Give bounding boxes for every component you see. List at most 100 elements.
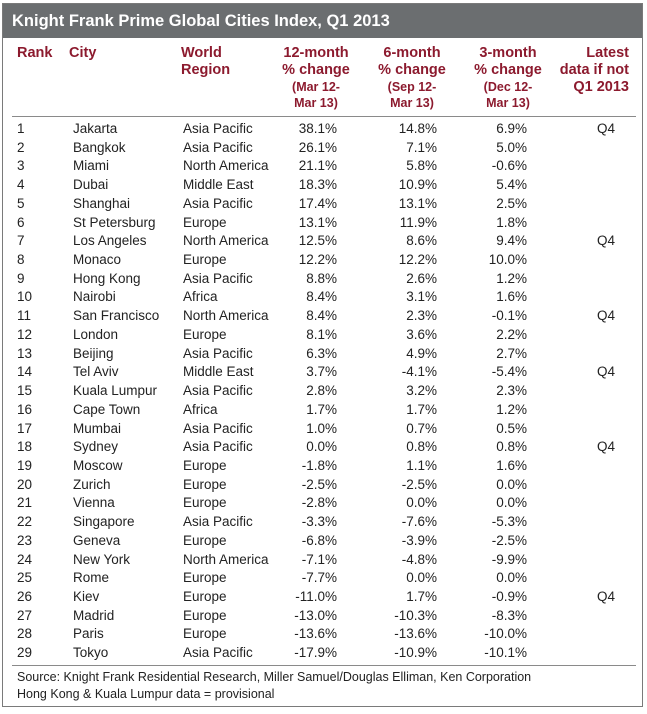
change-3m-cell: 1.2%	[496, 270, 527, 286]
change-3m-cell: 1.6%	[496, 457, 527, 473]
city-cell: Tel Aviv	[73, 364, 119, 380]
city-cell: Shanghai	[73, 195, 131, 211]
city-cell: Vienna	[73, 495, 115, 511]
change-6m-cell: -13.6%	[394, 626, 437, 642]
table-row: 13 Beijing Asia Pacific 6.3% 4.9% 2.7%	[3, 345, 642, 364]
change-12m-cell: 12.2%	[298, 252, 337, 268]
region-cell: Africa	[183, 401, 218, 417]
rank-cell: 8	[17, 252, 25, 268]
change-12m-cell: 8.4%	[306, 308, 337, 324]
table-row: 22 Singapore Asia Pacific -3.3% -7.6% -5.3%	[3, 513, 642, 532]
header-12-month: 12-month % change (Mar 12- Mar 13)	[271, 45, 361, 111]
change-12m-cell: 1.0%	[306, 420, 337, 436]
change-12m-cell: 2.8%	[306, 383, 337, 399]
header-6-month-line2: % change	[378, 62, 446, 78]
rank-cell: 11	[17, 308, 32, 324]
region-cell: Europe	[183, 626, 227, 642]
header-latest: Latest data if not Q1 2013	[543, 45, 629, 96]
table-title: Knight Frank Prime Global Cities Index, …	[3, 4, 642, 38]
region-cell: Asia Pacific	[183, 270, 253, 286]
region-cell: Europe	[183, 214, 227, 230]
change-6m-cell: 5.8%	[406, 158, 437, 174]
city-cell: Singapore	[73, 514, 135, 530]
change-3m-cell: -8.3%	[491, 607, 527, 623]
change-3m-cell: 2.3%	[496, 383, 527, 399]
region-cell: Asia Pacific	[183, 439, 253, 455]
latest-data-cell: Q4	[596, 308, 615, 324]
city-cell: Dubai	[73, 177, 109, 193]
change-12m-cell: -13.0%	[294, 607, 337, 623]
city-cell: Jakarta	[73, 121, 118, 136]
rank-cell: 10	[17, 289, 33, 305]
header-12-month-line2: % change	[282, 62, 350, 78]
table-row: 10 Nairobi Africa 8.4% 3.1% 1.6%	[3, 288, 642, 307]
change-12m-cell: -2.8%	[301, 495, 337, 511]
change-12m-cell: -6.8%	[301, 532, 337, 548]
change-6m-cell: 0.0%	[406, 570, 437, 586]
table-row: 6 St Petersburg Europe 13.1% 11.9% 1.8%	[3, 214, 642, 233]
change-3m-cell: -5.3%	[491, 514, 527, 530]
rank-cell: 19	[17, 457, 33, 473]
rank-cell: 9	[17, 270, 25, 286]
region-cell: Asia Pacific	[183, 514, 253, 530]
rank-cell: 7	[17, 233, 25, 249]
rank-cell: 12	[17, 326, 33, 342]
rank-cell: 25	[17, 570, 33, 586]
header-3-month: 3-month % change (Dec 12- Mar 13)	[463, 45, 553, 111]
change-3m-cell: 5.4%	[496, 177, 527, 193]
city-cell: Paris	[73, 626, 104, 642]
latest-data-cell: Q4	[596, 364, 615, 380]
rank-cell: 21	[17, 495, 33, 511]
change-3m-cell: -10.1%	[484, 645, 527, 661]
change-3m-cell: 10.0%	[488, 252, 527, 268]
change-3m-cell: 0.0%	[496, 570, 527, 586]
table-row: 17 Mumbai Asia Pacific 1.0% 0.7% 0.5%	[3, 420, 642, 439]
table-row: 29 Tokyo Asia Pacific -17.9% -10.9% -10.1%	[3, 644, 642, 663]
region-cell: Europe	[183, 252, 227, 268]
change-12m-cell: 17.4%	[298, 195, 337, 211]
table-row: 27 Madrid Europe -13.0% -10.3% -8.3%	[3, 607, 642, 626]
city-cell: Moscow	[73, 457, 123, 473]
region-cell: North America	[183, 551, 269, 567]
change-6m-cell: 0.0%	[406, 495, 437, 511]
change-12m-cell: -7.7%	[301, 570, 337, 586]
table-row: 8 Monaco Europe 12.2% 12.2% 10.0%	[3, 251, 642, 270]
table-row: 23 Geneva Europe -6.8% -3.9% -2.5%	[3, 532, 642, 551]
header-3-month-line1: 3-month	[479, 45, 537, 61]
region-cell: Middle East	[183, 177, 254, 193]
rank-cell: 24	[17, 551, 33, 567]
change-6m-cell: 11.9%	[399, 214, 437, 230]
region-cell: Asia Pacific	[183, 345, 253, 361]
header-6-month-line1: 6-month	[383, 45, 441, 61]
table-row: 18 Sydney Asia Pacific 0.0% 0.8% 0.8% Q4	[3, 438, 642, 457]
change-3m-cell: -5.4%	[491, 364, 527, 380]
table-row: 11 San Francisco North America 8.4% 2.3% -0.1…	[3, 307, 642, 326]
source-note: Source: Knight Frank Residential Researc…	[17, 670, 532, 684]
change-3m-cell: -9.9%	[491, 551, 527, 567]
table-row: 3 Miami North America 21.1% 5.8% -0.6%	[3, 157, 642, 176]
city-cell: Beijing	[73, 345, 114, 361]
rank-cell: 17	[17, 420, 33, 436]
change-6m-cell: 0.7%	[406, 420, 437, 436]
table-row: 26 Kiev Europe -11.0% 1.7% -0.9% Q4	[3, 588, 642, 607]
change-3m-cell: -10.0%	[484, 626, 527, 642]
city-cell: Los Angeles	[73, 233, 147, 249]
rank-cell: 20	[17, 476, 33, 492]
city-cell: Geneva	[73, 532, 121, 548]
city-cell: London	[73, 326, 119, 342]
latest-data-cell: Q4	[596, 589, 615, 604]
change-12m-cell: 13.1%	[298, 214, 337, 230]
header-rule	[12, 116, 636, 117]
change-6m-cell: -10.9%	[394, 645, 437, 661]
rank-cell: 22	[17, 514, 33, 530]
footer: Source: Knight Frank Residential Researc…	[17, 669, 531, 702]
change-12m-cell: -1.8%	[301, 457, 337, 473]
city-cell: San Francisco	[73, 308, 160, 324]
rank-cell: 5	[17, 195, 25, 211]
table-row: 9 Hong Kong Asia Pacific 8.8% 2.6% 1.2%	[3, 270, 642, 289]
table-row: 24 New York North America -7.1% -4.8% -9.9%	[3, 551, 642, 570]
change-12m-cell: 6.3%	[306, 345, 337, 361]
header-city: City	[69, 45, 97, 61]
region-cell: Europe	[183, 476, 227, 492]
region-cell: Asia Pacific	[183, 195, 253, 211]
